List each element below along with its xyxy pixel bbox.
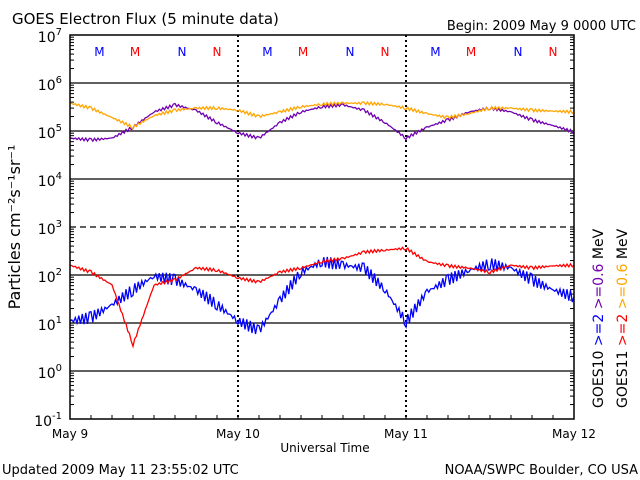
y-tick-label: 105	[38, 123, 62, 142]
x-tick-label: May 12	[552, 427, 596, 441]
y-tick-label: 100	[38, 363, 62, 382]
y-axis-label: Particles cm⁻²s⁻¹sr⁻¹	[5, 145, 24, 310]
y-tick-label: 107	[38, 27, 62, 46]
y-tick-label: 106	[38, 75, 62, 94]
mn-marker: M	[298, 45, 308, 59]
mn-marker: M	[262, 45, 272, 59]
plot-frame	[69, 34, 575, 420]
begin-time: Begin: 2009 May 9 0000 UTC	[447, 19, 636, 34]
mn-marker: M	[94, 45, 104, 59]
x-axis-label: Universal Time	[280, 441, 369, 455]
y-tick-label: 104	[38, 171, 62, 190]
source-credit: NOAA/SWPC Boulder, CO USA	[445, 463, 638, 478]
mn-marker: M	[466, 45, 476, 59]
y-tick-label: 103	[38, 219, 62, 238]
mn-marker: M	[130, 45, 140, 59]
y-tick-label: 101	[38, 315, 62, 334]
mn-marker: N	[346, 45, 355, 59]
chart-title: GOES Electron Flux (5 minute data)	[12, 10, 279, 28]
y-tick-label: 102	[38, 267, 62, 286]
x-tick-label: May 11	[384, 427, 428, 441]
mn-marker: N	[549, 45, 558, 59]
mn-marker: M	[430, 45, 440, 59]
series-line-goes10-0p6mev	[70, 102, 575, 143]
series-line-goes11-0p6mev	[69, 100, 575, 130]
legend-goes10: GOES10 >=2 >=0.6 MeV	[591, 228, 607, 408]
x-tick-label: May 10	[216, 427, 260, 441]
y-tick-label: 10-1	[34, 411, 62, 430]
mn-marker: N	[381, 45, 390, 59]
mn-marker: N	[514, 45, 523, 59]
updated-timestamp: Updated 2009 May 11 23:55:02 UTC	[2, 463, 239, 478]
legend-goes11: GOES11 >=2 >=0.6 MeV	[615, 228, 631, 408]
series-line-goes10-2mev	[69, 256, 575, 335]
mn-marker: N	[213, 45, 222, 59]
x-tick-label: May 9	[52, 427, 88, 441]
series-line-goes11-2mev	[69, 246, 575, 349]
mn-marker: N	[178, 45, 187, 59]
